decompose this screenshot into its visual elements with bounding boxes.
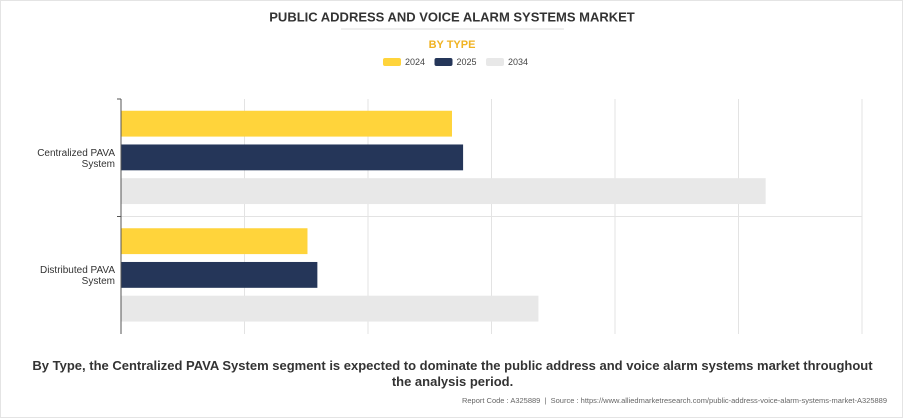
legend-swatch <box>486 58 504 66</box>
legend-label: 2024 <box>405 57 425 67</box>
bar <box>121 144 464 171</box>
footer-note: Report Code : A325889 | Source : https:/… <box>461 396 887 405</box>
caption: By Type, the Centralized PAVA System seg… <box>32 358 873 389</box>
y-tick-label: Distributed PAVA System <box>39 265 115 288</box>
legend-swatch <box>383 58 401 66</box>
legend-label: 2025 <box>457 57 477 67</box>
legend-label: 2034 <box>508 57 528 67</box>
bar <box>121 178 766 205</box>
bar <box>121 295 539 322</box>
chart-subtitle: BY TYPE <box>429 39 476 51</box>
chart-title: PUBLIC ADDRESS AND VOICE ALARM SYSTEMS M… <box>269 9 635 24</box>
bar <box>121 228 308 255</box>
y-tick-label: Centralized PAVA System <box>37 147 115 170</box>
bar <box>121 261 318 288</box>
bar <box>121 110 452 137</box>
legend-swatch <box>434 58 453 66</box>
